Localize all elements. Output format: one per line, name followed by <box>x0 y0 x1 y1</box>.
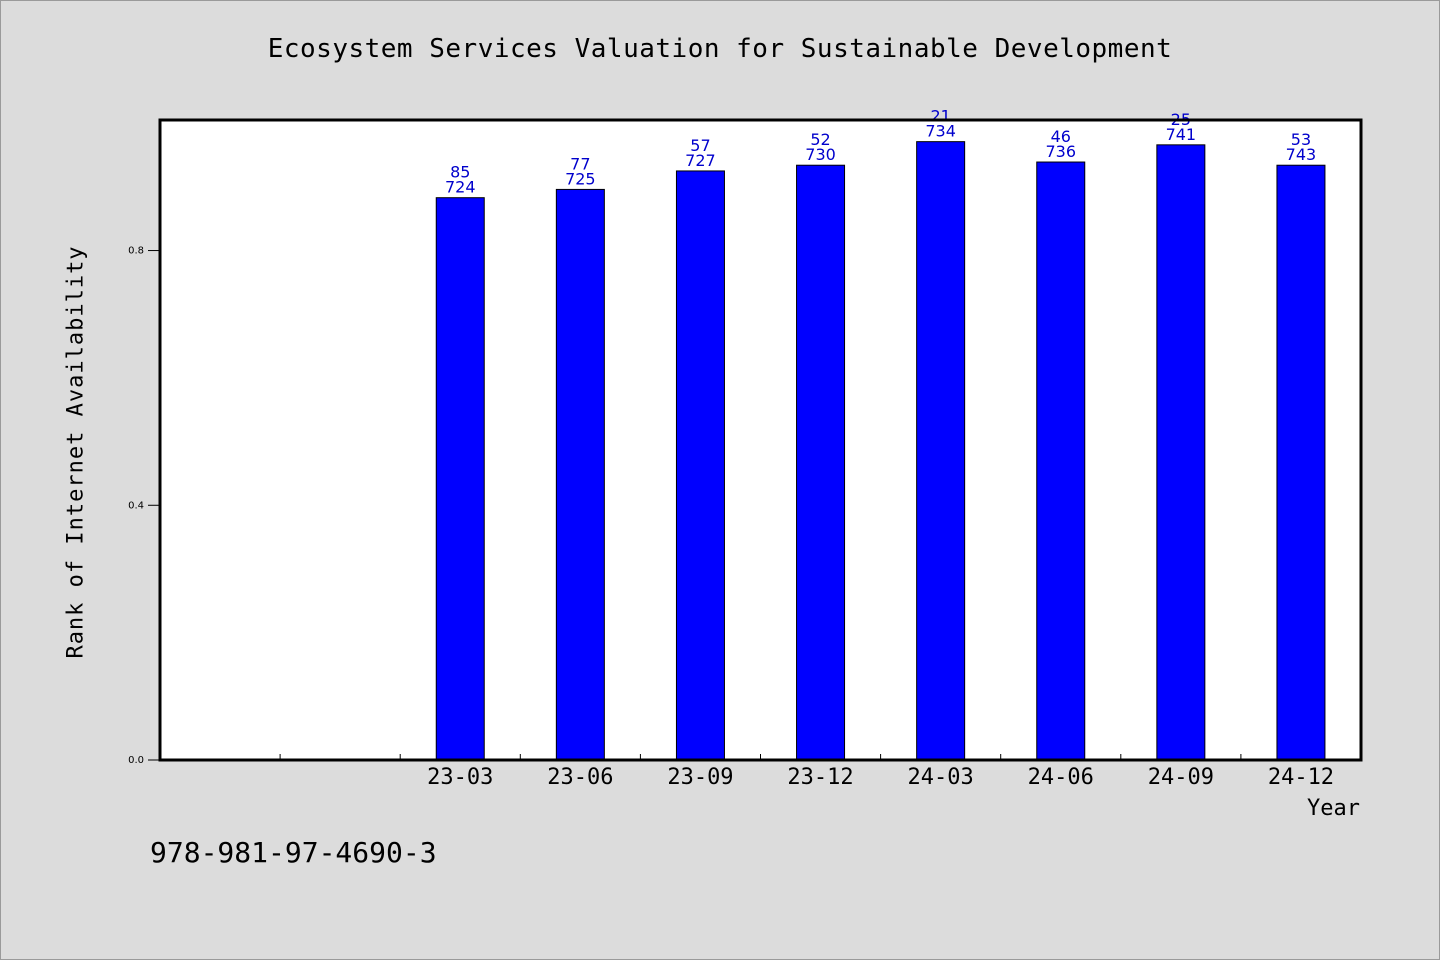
x-tick-label: 23-09 <box>667 765 733 790</box>
x-tick-label: 23-03 <box>427 765 493 790</box>
bar <box>916 141 966 761</box>
bar-label-top: 57 <box>690 136 710 155</box>
y-tick-label: 0.4 <box>128 500 144 511</box>
plot-border <box>158 118 1363 762</box>
y-tick-label: 0.8 <box>128 246 144 257</box>
x-tick-label: 24-03 <box>908 765 974 790</box>
x-tick-label: 24-06 <box>1028 765 1094 790</box>
bar <box>796 164 846 761</box>
x-tick-label: 23-06 <box>547 765 613 790</box>
bar-label-bottom: 736 <box>1045 142 1076 161</box>
x-tick-label: 24-12 <box>1268 765 1334 790</box>
bar-label-top: 53 <box>1291 130 1311 149</box>
bar <box>1156 144 1206 761</box>
y-tick-label: 0.0 <box>128 755 144 766</box>
bar-label-bottom: 743 <box>1286 145 1317 164</box>
chart-title: Ecosystem Services Valuation for Sustain… <box>267 34 1173 64</box>
bar <box>555 188 605 761</box>
x-tick-label: 23-12 <box>787 765 853 790</box>
bar-label-top: 77 <box>570 154 590 173</box>
x-axis-label: Year <box>1307 796 1360 821</box>
footer-code: 978-981-97-4690-3 <box>150 836 437 869</box>
bar <box>435 197 485 761</box>
bar-label-top: 85 <box>450 163 470 182</box>
bar-label-bottom: 724 <box>445 178 476 197</box>
bar-label-bottom: 727 <box>685 151 716 170</box>
bar <box>1036 161 1086 761</box>
bar-label-bottom: 734 <box>925 122 956 141</box>
bar-label-top: 52 <box>810 130 830 149</box>
bar-label-bottom: 730 <box>805 145 836 164</box>
bar-label-bottom: 741 <box>1166 125 1197 144</box>
bar <box>1276 164 1326 761</box>
bar-label-bottom: 725 <box>565 169 596 188</box>
x-tick-label: 24-09 <box>1148 765 1214 790</box>
bar <box>675 170 725 761</box>
bar-label-top: 46 <box>1051 127 1071 146</box>
